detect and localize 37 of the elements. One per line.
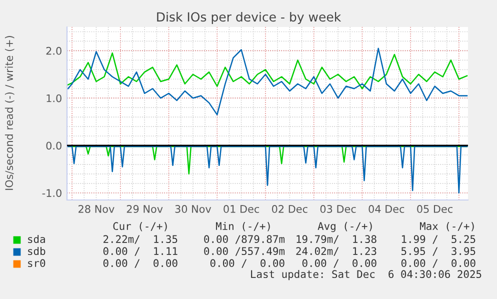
line-series bbox=[67, 52, 468, 90]
text: 0.00 / 0.00 bbox=[103, 259, 178, 268]
legend-label: sdb bbox=[28, 246, 46, 256]
text: Last update: Sat Dec 6 04:30:06 2025 bbox=[251, 270, 482, 280]
text: Avg (-/+) bbox=[318, 222, 372, 232]
line-series bbox=[67, 48, 468, 116]
text: 1.99 / 5.25 bbox=[402, 235, 476, 244]
text: 0.00 / 0.00 bbox=[210, 259, 284, 268]
x-tick-label: 05 Dec bbox=[417, 205, 452, 213]
y-tick-label: 0.0 bbox=[46, 142, 62, 150]
x-tick-label: 29 Nov bbox=[126, 205, 163, 213]
y-tick-label: -1.0 bbox=[42, 189, 62, 197]
x-tick-label: 01 Dec bbox=[224, 205, 260, 213]
x-tick-label: 04 Dec bbox=[368, 205, 404, 213]
text: 2.22m/ 1.35 bbox=[104, 235, 178, 244]
legend-label: sda bbox=[28, 234, 45, 244]
y-axis-title: IOs/second read (-) / write (+) bbox=[4, 36, 14, 190]
y-tick-label: 2.0 bbox=[46, 46, 62, 55]
chart-title: Disk IOs per device - by week bbox=[157, 12, 342, 24]
x-tick-label: 30 Nov bbox=[175, 205, 212, 213]
text: 0.00 / 1.11 bbox=[103, 247, 178, 256]
text: 0.00 / 0.00 bbox=[401, 259, 476, 268]
text: 0.00 /879.87m bbox=[204, 235, 285, 244]
y-tick-label: 1.0 bbox=[46, 94, 62, 102]
text: 5.95 / 3.95 bbox=[401, 247, 476, 256]
x-tick-label: 28 Nov bbox=[78, 205, 114, 213]
text: 0.00 /557.49m bbox=[204, 247, 285, 256]
text: Min (-/+) bbox=[216, 222, 270, 232]
text: 0.00 / 0.00 bbox=[302, 259, 376, 268]
text: 19.79m/ 1.38 bbox=[296, 235, 376, 244]
line-series bbox=[67, 146, 468, 194]
x-tick-label: 02 Dec bbox=[272, 205, 308, 213]
text: 24.02m/ 1.23 bbox=[296, 247, 376, 256]
x-tick-label: 03 Dec bbox=[320, 205, 356, 213]
legend-label: sr0 bbox=[28, 259, 46, 268]
text: Max (-/+) bbox=[420, 222, 474, 232]
text: Cur (-/+) bbox=[113, 222, 167, 232]
